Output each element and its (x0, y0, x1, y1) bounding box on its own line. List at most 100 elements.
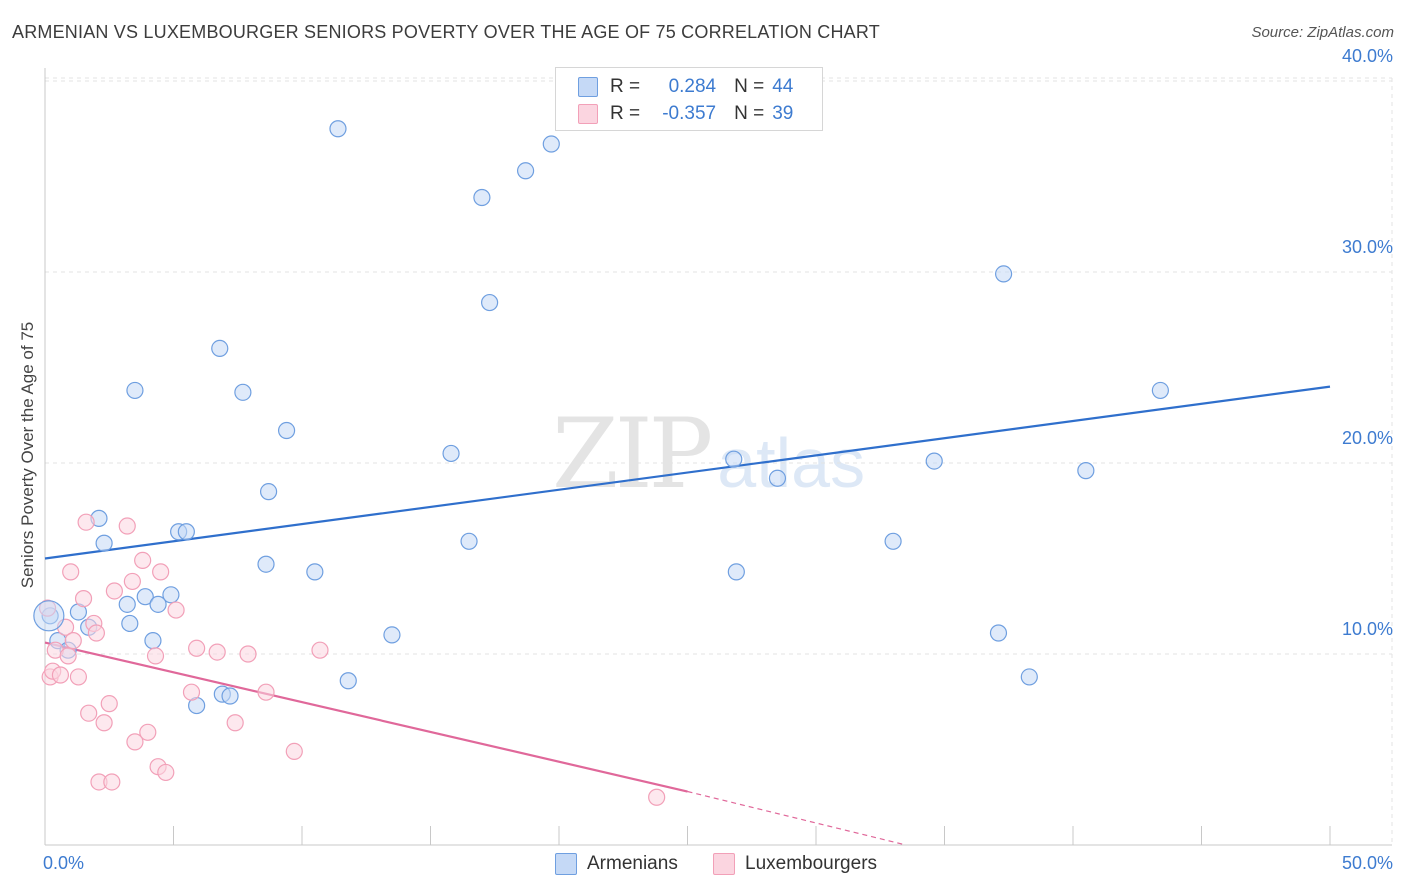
point-armenians (768, 469, 787, 487)
point-armenians (149, 595, 167, 613)
legend-r-label: R = (610, 76, 641, 97)
legend-n-label: N = (734, 103, 765, 124)
point-armenians (473, 188, 491, 207)
point-armenians (1077, 462, 1095, 480)
point-armenians (136, 588, 154, 606)
point-luxembourgers (126, 733, 144, 751)
y-tick-label: 10.0% (1342, 619, 1393, 639)
point-armenians (95, 534, 113, 552)
trend-line-luxembourgers-extrapolated (687, 790, 907, 846)
point-luxembourgers (64, 632, 82, 650)
legend-r-value: -0.357 (662, 103, 717, 124)
legend-n-value: 44 (772, 76, 794, 97)
point-armenians (306, 563, 324, 581)
point-luxembourgers (100, 695, 118, 713)
point-luxembourgers (152, 563, 170, 581)
point-armenians (118, 595, 136, 613)
bottom-legend-label: Armenians (587, 853, 678, 874)
point-luxembourgers (59, 647, 77, 665)
point-armenians (234, 383, 252, 401)
point-armenians (725, 450, 743, 468)
point-armenians (727, 563, 745, 581)
bottom-legend-armenians: Armenians (555, 852, 678, 876)
bottom-legend-label: Luxembourgers (745, 853, 878, 874)
bottom-legend-swatch-armenians (555, 853, 577, 875)
point-armenians (121, 614, 139, 633)
point-armenians (259, 483, 278, 501)
legend-row-luxembourgers: R = -0.357 N = 39 (578, 102, 793, 126)
point-luxembourgers (208, 643, 226, 661)
bottom-legend-luxembourgers: Luxembourgers (713, 852, 877, 876)
point-luxembourgers (105, 582, 123, 600)
point-luxembourgers (648, 788, 666, 806)
y-axis-label: Seniors Poverty Over the Age of 75 (18, 322, 37, 588)
point-armenians (925, 452, 943, 470)
point-armenians (126, 381, 144, 400)
point-armenians (257, 555, 275, 573)
point-armenians (339, 672, 357, 690)
point-luxembourgers (285, 742, 303, 761)
point-luxembourgers (80, 704, 98, 722)
point-luxembourgers (311, 641, 329, 659)
point-luxembourgers (139, 723, 157, 741)
point-luxembourgers (182, 683, 201, 701)
point-luxembourgers (87, 624, 106, 642)
point-armenians (211, 339, 229, 357)
legend-n-value: 39 (772, 103, 794, 124)
point-armenians (442, 444, 460, 463)
y-tick-label: 20.0% (1342, 428, 1393, 448)
point-luxembourgers (167, 601, 185, 619)
point-luxembourgers (239, 645, 257, 663)
point-armenians (329, 120, 347, 138)
legend-n-label: N = (734, 76, 765, 97)
chart-title: ARMENIAN VS LUXEMBOURGER SENIORS POVERTY… (12, 22, 880, 42)
point-luxembourgers (118, 517, 136, 535)
point-luxembourgers (95, 714, 113, 732)
point-luxembourgers (146, 647, 165, 665)
point-luxembourgers (226, 714, 244, 732)
grid-lines (45, 77, 1393, 845)
trend-lines (44, 385, 1331, 846)
data-points (33, 120, 1169, 806)
point-luxembourgers (62, 563, 80, 581)
point-armenians (884, 532, 902, 550)
point-luxembourgers (188, 639, 206, 657)
legend-row-armenians: R = 0.284 N = 44 (578, 75, 793, 99)
correlation-legend: R = 0.284 N = 44 R = -0.357 N = 39 (555, 67, 823, 131)
legend-r-value: 0.284 (668, 76, 717, 97)
point-luxembourgers (123, 572, 141, 591)
legend-r-label: R = (610, 103, 641, 124)
x-tick-label: 0.0% (43, 853, 84, 873)
point-armenians (277, 421, 296, 440)
source-label: Source: ZipAtlas.com (1251, 24, 1394, 41)
bottom-legend-swatch-luxembourgers (713, 853, 735, 875)
point-armenians (177, 523, 195, 541)
point-luxembourgers (51, 666, 70, 684)
point-armenians (144, 632, 162, 650)
point-armenians (221, 687, 239, 705)
point-luxembourgers (257, 683, 275, 701)
legend-swatch-armenians (578, 77, 598, 97)
point-armenians (995, 265, 1013, 283)
point-armenians (383, 626, 401, 644)
point-luxembourgers (103, 773, 121, 791)
y-tick-label: 40.0% (1342, 46, 1393, 66)
point-armenians (516, 162, 535, 180)
point-armenians (542, 135, 560, 153)
y-tick-label: 30.0% (1342, 237, 1393, 257)
point-armenians (1151, 381, 1169, 400)
point-luxembourgers (157, 763, 175, 782)
point-armenians (481, 293, 499, 312)
point-armenians (989, 624, 1008, 642)
axes: 10.0% 20.0% 30.0% 40.0% 0.0% 50.0% (43, 46, 1393, 873)
point-armenians-cluster (33, 600, 65, 632)
legend-swatch-luxembourgers (578, 104, 598, 124)
point-armenians (1020, 668, 1038, 686)
point-luxembourgers (74, 590, 93, 608)
watermark-zip: ZIP (552, 398, 713, 510)
x-tick-label: 50.0% (1342, 853, 1393, 873)
trend-line-armenians (44, 385, 1331, 560)
point-luxembourgers (134, 551, 152, 570)
point-armenians (460, 532, 478, 550)
